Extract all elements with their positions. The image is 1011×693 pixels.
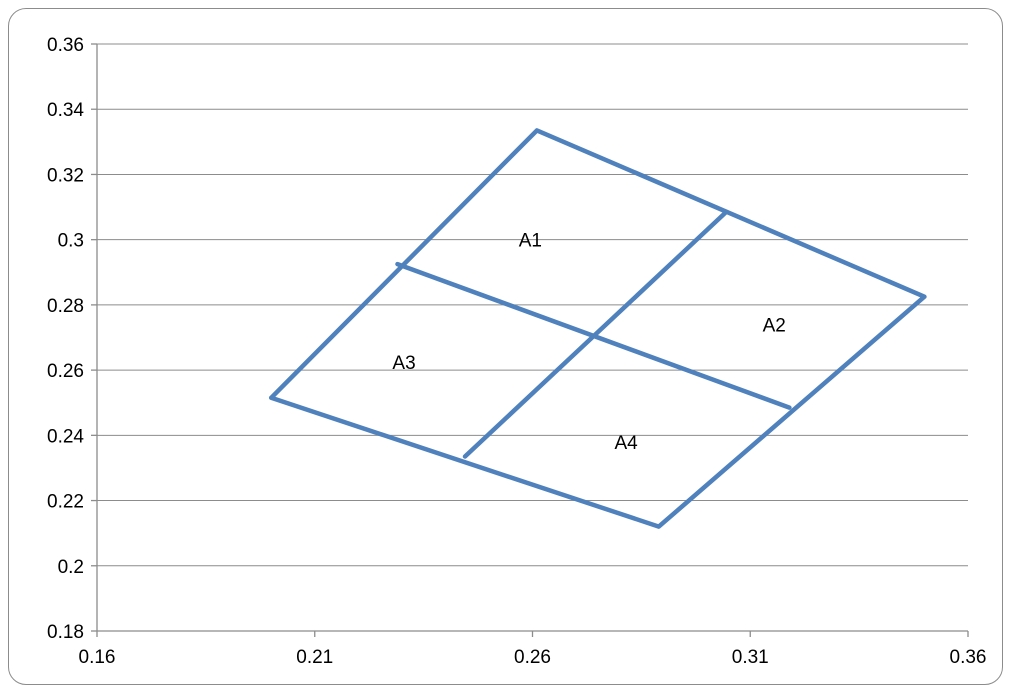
region-label-a4: A4 bbox=[615, 433, 639, 454]
y-tick-label: 0.24 bbox=[47, 426, 84, 447]
x-tick-label: 0.26 bbox=[514, 647, 551, 668]
y-tick-label: 0.22 bbox=[47, 492, 84, 513]
region-label-a3: A3 bbox=[392, 353, 415, 374]
y-tick-label: 0.18 bbox=[47, 622, 84, 643]
label-layer: 0.18 0.2 0.22 0.24 0.26 0.28 0.3 0.32 0.34 0.36 0.… bbox=[47, 35, 986, 668]
series-layer bbox=[268, 128, 927, 529]
y-tick-label: 0.28 bbox=[47, 296, 84, 317]
region-label-a2: A2 bbox=[763, 315, 786, 336]
axis-layer bbox=[91, 43, 969, 637]
x-tick-label: 0.36 bbox=[950, 647, 987, 668]
series-line-1 bbox=[268, 128, 927, 529]
chart-frame bbox=[8, 8, 1003, 685]
grid-layer bbox=[97, 43, 968, 567]
y-tick-label: 0.32 bbox=[47, 165, 84, 186]
series-line-3 bbox=[462, 209, 729, 459]
x-tick-label: 0.31 bbox=[732, 647, 769, 668]
x-tick-label: 0.16 bbox=[79, 647, 116, 668]
region-label-a1: A1 bbox=[519, 231, 542, 252]
y-tick-label: 0.26 bbox=[47, 361, 84, 382]
y-tick-label: 0.36 bbox=[47, 35, 84, 56]
y-tick-label: 0.34 bbox=[47, 100, 84, 121]
y-tick-label: 0.2 bbox=[58, 557, 84, 578]
x-tick-label: 0.21 bbox=[296, 647, 333, 668]
y-tick-label: 0.3 bbox=[58, 231, 84, 252]
